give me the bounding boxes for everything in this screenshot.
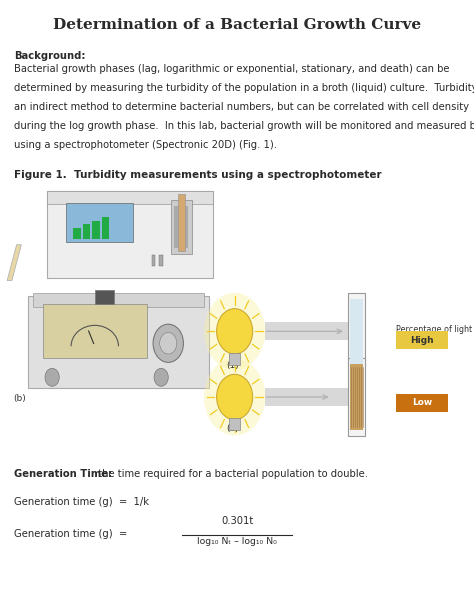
Bar xyxy=(265,388,358,406)
Bar xyxy=(73,228,81,239)
Bar xyxy=(83,224,90,239)
Text: (1): (1) xyxy=(226,361,238,370)
Bar xyxy=(348,293,365,370)
Text: Figure 1.  Turbidity measurements using a spectrophotometer: Figure 1. Turbidity measurements using a… xyxy=(14,170,382,180)
Circle shape xyxy=(204,293,265,370)
Text: during the log growth phase.  In this lab, bacterial growth will be monitored an: during the log growth phase. In this lab… xyxy=(14,121,474,131)
Bar xyxy=(102,217,109,239)
Polygon shape xyxy=(47,191,213,204)
Bar xyxy=(159,255,163,266)
Text: Background:: Background: xyxy=(14,51,86,61)
Bar xyxy=(33,293,204,307)
Circle shape xyxy=(160,333,177,354)
Bar xyxy=(174,206,188,248)
Bar xyxy=(95,290,114,304)
Text: High: High xyxy=(410,336,434,345)
Bar xyxy=(350,298,363,364)
Text: an indirect method to determine bacterial numbers, but can be correlated with ce: an indirect method to determine bacteria… xyxy=(14,102,469,112)
Bar xyxy=(229,418,240,430)
Bar xyxy=(348,358,365,436)
Text: transmitted: transmitted xyxy=(396,334,443,343)
Text: (b): (b) xyxy=(13,394,26,403)
Text: Bacterial growth phases (lag, logarithmic or exponential, stationary, and death): Bacterial growth phases (lag, logarithmi… xyxy=(14,64,450,74)
Bar xyxy=(171,200,192,254)
Text: 0.301t: 0.301t xyxy=(221,516,253,527)
Polygon shape xyxy=(7,245,21,281)
Bar xyxy=(265,322,358,340)
Circle shape xyxy=(45,368,59,386)
Bar xyxy=(47,191,213,278)
Circle shape xyxy=(153,324,183,362)
Circle shape xyxy=(217,374,253,420)
Text: the time required for a bacterial population to double.: the time required for a bacterial popula… xyxy=(92,469,368,479)
Text: Generation Time:: Generation Time: xyxy=(14,469,112,479)
Text: using a spectrophotometer (Spectronic 20D) (Fig. 1).: using a spectrophotometer (Spectronic 20… xyxy=(14,140,277,150)
Circle shape xyxy=(154,368,168,386)
Text: (2): (2) xyxy=(226,424,238,433)
Text: Generation time (g)  =: Generation time (g) = xyxy=(14,529,128,539)
Bar xyxy=(92,221,100,239)
Bar xyxy=(396,394,448,412)
Bar xyxy=(178,194,185,251)
Bar xyxy=(229,353,240,365)
Text: Determination of a Bacterial Growth Curve: Determination of a Bacterial Growth Curv… xyxy=(53,18,421,32)
Text: Percentage of light: Percentage of light xyxy=(396,325,472,334)
Text: Low: Low xyxy=(412,398,432,408)
Bar xyxy=(152,255,155,266)
Bar xyxy=(66,203,133,242)
Bar xyxy=(350,364,363,430)
Bar xyxy=(28,296,209,388)
Bar xyxy=(43,304,147,358)
Circle shape xyxy=(204,358,265,436)
Text: Generation time (g)  =  1/k: Generation time (g) = 1/k xyxy=(14,497,149,507)
Text: log₁₀ Nₜ – log₁₀ N₀: log₁₀ Nₜ – log₁₀ N₀ xyxy=(197,537,277,546)
Text: determined by measuring the turbidity of the population in a broth (liquid) cult: determined by measuring the turbidity of… xyxy=(14,83,474,93)
Circle shape xyxy=(217,309,253,354)
Bar xyxy=(396,331,448,349)
